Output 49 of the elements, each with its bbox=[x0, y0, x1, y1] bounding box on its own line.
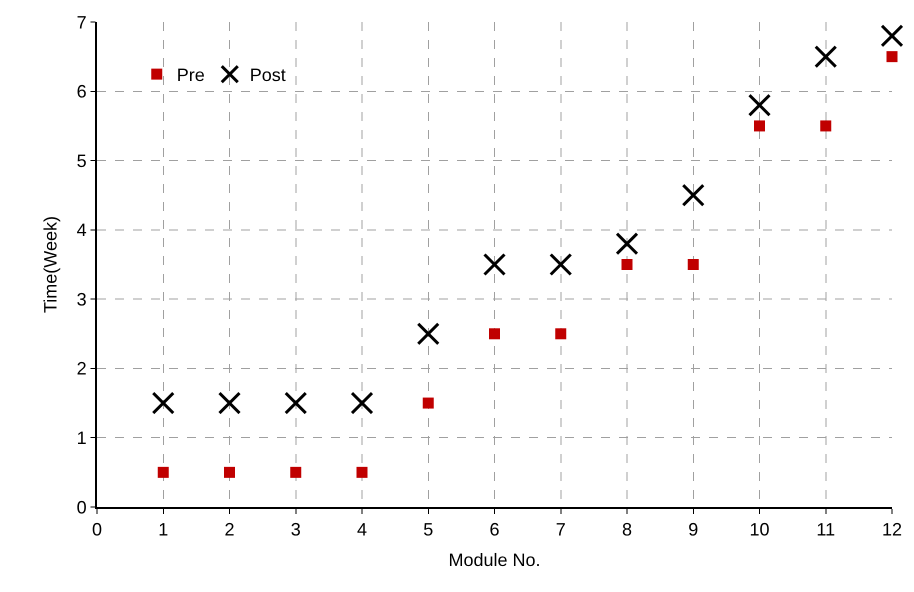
point bbox=[284, 392, 308, 415]
x-tick-label: 10 bbox=[749, 519, 770, 540]
y-tick-label: 6 bbox=[76, 82, 87, 102]
x-tick-label: 4 bbox=[356, 519, 368, 540]
point bbox=[688, 259, 699, 270]
x-tick-label: 0 bbox=[92, 519, 102, 540]
y-tick-label: 2 bbox=[76, 358, 87, 379]
x-tick-label: 5 bbox=[423, 519, 434, 540]
y-tick-label: 7 bbox=[76, 12, 87, 32]
point bbox=[350, 392, 374, 415]
point bbox=[880, 24, 904, 48]
point bbox=[158, 466, 169, 478]
point bbox=[483, 253, 506, 276]
point bbox=[224, 466, 235, 478]
x-tick-label: 12 bbox=[882, 519, 902, 540]
x-tick-label: 9 bbox=[688, 519, 698, 540]
point bbox=[356, 466, 368, 478]
legend-label: Pre bbox=[176, 65, 205, 86]
y-tick-label: 0 bbox=[76, 497, 87, 518]
y-tick-label: 5 bbox=[76, 150, 87, 171]
x-tick-label: 8 bbox=[622, 519, 632, 540]
point bbox=[814, 45, 838, 68]
x-tick-label: 1 bbox=[158, 519, 168, 540]
point bbox=[416, 322, 440, 346]
x-tick-label: 2 bbox=[224, 519, 235, 540]
point bbox=[218, 392, 241, 415]
x-tick-label: 3 bbox=[290, 519, 301, 540]
point bbox=[886, 51, 898, 62]
y-tick-label: 4 bbox=[76, 220, 87, 240]
y-tick-label: 3 bbox=[76, 289, 87, 310]
x-tick-label: 11 bbox=[816, 519, 836, 540]
point bbox=[555, 328, 566, 340]
point bbox=[422, 398, 434, 409]
point bbox=[754, 120, 765, 132]
point bbox=[616, 232, 638, 256]
point bbox=[152, 392, 175, 415]
point bbox=[748, 94, 771, 117]
point bbox=[820, 120, 832, 132]
point bbox=[489, 328, 500, 340]
point bbox=[682, 184, 705, 207]
x-tick-label: 7 bbox=[556, 519, 566, 540]
y-axis-title: Time(Week) bbox=[40, 216, 60, 314]
y-tick-label: 1 bbox=[76, 428, 87, 448]
x-tick-label: 6 bbox=[489, 519, 500, 540]
legend-label: Post bbox=[250, 65, 286, 86]
point bbox=[549, 253, 572, 276]
x-axis-title: Module No. bbox=[448, 550, 541, 570]
point bbox=[622, 259, 632, 270]
point bbox=[290, 466, 302, 478]
